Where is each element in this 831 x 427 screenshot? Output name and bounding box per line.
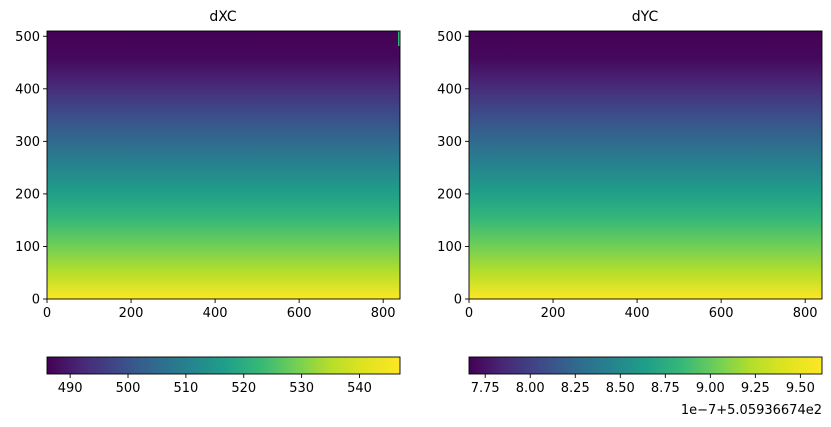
colorbar-tick-label: 540 — [347, 381, 372, 396]
colorbar-axis: 490 500 510 520 530 540 — [58, 374, 372, 396]
x-tick-label: 600 — [709, 306, 734, 321]
colorbar — [469, 357, 822, 374]
y-tick-label: 100 — [15, 240, 40, 255]
x-tick-label: 0 — [43, 306, 51, 321]
x-tick-label: 800 — [371, 306, 396, 321]
colorbar-tick-label: 8.75 — [651, 381, 680, 396]
y-tick-label: 400 — [437, 82, 462, 97]
colorbar — [47, 357, 400, 374]
x-tick-label: 200 — [119, 306, 144, 321]
plot-frame — [468, 30, 823, 300]
heatmap-image — [469, 31, 822, 299]
colorbar-tick-label: 9.00 — [696, 381, 725, 396]
x-axis: 0 200 400 600 800 — [43, 299, 396, 321]
y-tick-label: 100 — [437, 240, 462, 255]
colorbar-tick-label: 530 — [289, 381, 314, 396]
x-tick-label: 800 — [793, 306, 818, 321]
y-tick-label: 200 — [15, 187, 40, 202]
colorbar-tick-label: 8.00 — [516, 381, 545, 396]
x-tick-label: 400 — [625, 306, 650, 321]
y-tick-label: 500 — [437, 30, 462, 45]
colorbar-tick-label: 7.75 — [471, 381, 500, 396]
x-tick-label: 400 — [203, 306, 228, 321]
y-tick-label: 400 — [15, 82, 40, 97]
colorbar-tick-label: 9.50 — [786, 381, 815, 396]
plot-frame — [46, 30, 401, 300]
colorbar-tick-label: 490 — [58, 381, 83, 396]
colorbar-tick-label: 8.25 — [561, 381, 590, 396]
panel-dyc: dYC 0 200 400 600 800 0 100 200 300 400 500 7.75 8… — [437, 9, 823, 418]
colorbar-tick-label: 520 — [231, 381, 256, 396]
panel-dxc: dXC 0 200 400 600 800 0 100 200 300 400 500 490 50… — [15, 9, 401, 396]
colorbar-tick-label: 8.50 — [606, 381, 635, 396]
chart-title: dYC — [632, 9, 659, 25]
y-axis: 0 100 200 300 400 500 — [15, 30, 47, 308]
colorbar-offset-label: 1e−7+5.05936674e2 — [681, 403, 822, 418]
chart-title: dXC — [209, 9, 236, 25]
colorbar-tick-label: 500 — [116, 381, 141, 396]
y-tick-label: 500 — [15, 30, 40, 45]
y-tick-label: 0 — [32, 293, 40, 308]
y-tick-label: 300 — [437, 135, 462, 150]
x-axis: 0 200 400 600 800 — [465, 299, 818, 321]
colorbar-axis: 7.75 8.00 8.25 8.50 8.75 9.00 9.25 9.50 — [471, 374, 815, 396]
x-tick-label: 200 — [541, 306, 566, 321]
colorbar-frame — [46, 356, 401, 375]
y-tick-label: 300 — [15, 135, 40, 150]
y-axis: 0 100 200 300 400 500 — [437, 30, 469, 308]
y-tick-label: 0 — [454, 293, 462, 308]
edge-artifact — [398, 31, 400, 46]
y-tick-label: 200 — [437, 187, 462, 202]
heatmap-image — [47, 31, 400, 299]
colorbar-tick-label: 9.25 — [741, 381, 770, 396]
x-tick-label: 0 — [465, 306, 473, 321]
x-tick-label: 600 — [287, 306, 312, 321]
colorbar-frame — [468, 356, 823, 375]
colorbar-tick-label: 510 — [173, 381, 198, 396]
